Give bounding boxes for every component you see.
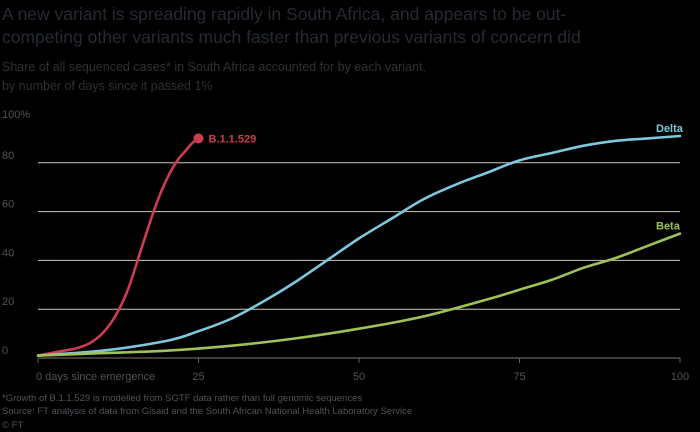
chart-title-line-2: competing other variants much faster tha… (2, 27, 581, 47)
y-tick-label: 40 (2, 247, 14, 259)
series-endpoint-b-1-1-529 (193, 133, 204, 144)
footnote: *Growth of B.1.1.529 is modelled from SG… (2, 393, 362, 404)
series-label-delta: Delta (656, 123, 684, 135)
chart-subtitle-line-2: by number of days since it passed 1% (2, 79, 213, 93)
y-tick-label: 100% (2, 109, 30, 121)
x-tick-label: 25 (192, 371, 204, 383)
ft-credit: © FT (2, 420, 23, 431)
series-group: B.1.1.529 Delta Beta (36, 123, 684, 357)
x-axis: 0 days since emergence 25 50 75 100 (36, 358, 689, 383)
y-tick-label: 60 (2, 199, 14, 211)
chart-subtitle-line-1: Share of all sequenced cases* in South A… (2, 60, 426, 74)
series-label-beta: Beta (656, 221, 681, 233)
source-note: Source: FT analysis of data from Gisaid … (2, 406, 412, 417)
series-line-beta (36, 232, 682, 357)
x-tick-label: 100 (671, 371, 689, 383)
y-tick-label: 0 (2, 345, 8, 357)
chart-title-line-1: A new variant is spreading rapidly in So… (2, 4, 566, 24)
x-tick-label: 75 (513, 371, 525, 383)
y-tick-label: 20 (2, 296, 14, 308)
y-axis: 0 20 40 60 80 100% (2, 109, 30, 357)
x-tick-label: 0 days since emergence (36, 371, 155, 383)
y-tick-label: 80 (2, 150, 14, 162)
series-line-delta (36, 134, 682, 357)
x-tick-label: 50 (353, 371, 365, 383)
series-line-b-1-1-529 (36, 137, 200, 357)
series-label-b-1-1-529: B.1.1.529 (209, 133, 257, 145)
